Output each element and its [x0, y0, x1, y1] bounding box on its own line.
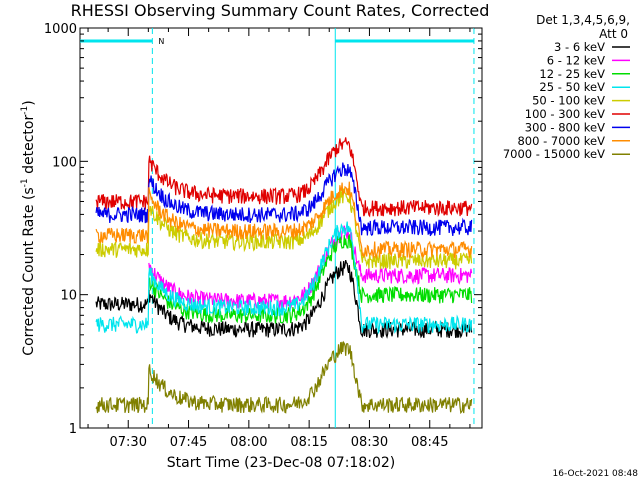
series-line-5 [95, 137, 473, 218]
series-line-4 [95, 188, 473, 270]
plot-frame [79, 27, 483, 429]
y-axis-label-main: Corrected Count Rate (s [21, 187, 37, 355]
series-line-6 [95, 162, 473, 237]
series-line-3 [95, 221, 473, 335]
legend-label-8: 7000 - 15000 keV [503, 147, 605, 161]
series-layer: N [80, 28, 475, 428]
legend-label-6: 300 - 800 keV [525, 120, 605, 134]
legend-label-0: 3 - 6 keV [554, 40, 605, 54]
series-line-2 [148, 233, 473, 324]
y-tick-label-0: 1 [69, 422, 77, 437]
legend-header-1: Det 1,3,4,5,6,9, [536, 13, 630, 27]
x-tick-label-1: 07:45 [170, 435, 207, 450]
y-axis-label-mid: detector [21, 115, 37, 179]
generation-timestamp: 16-Oct-2021 08:48 [553, 469, 639, 479]
axes-layer: 1 10 100 1000 07:30 07:45 08:00 08:15 08:30 08:45 [44, 22, 482, 450]
legend-label-4: 50 - 100 keV [532, 94, 605, 108]
x-tick-label-2: 08:00 [230, 435, 267, 450]
series-line-8 [95, 340, 473, 415]
chart-title: RHESSI Observing Summary Count Rates, Co… [71, 1, 490, 20]
legend-label-7: 800 - 7000 keV [517, 134, 605, 148]
legend-label-1: 6 - 12 keV [547, 53, 605, 67]
x-tick-label-5: 08:45 [411, 435, 448, 450]
y-axis-label-sup-1: -1 [20, 178, 30, 187]
x-tick-label-0: 07:30 [110, 435, 147, 450]
x-tick-label-3: 08:15 [290, 435, 327, 450]
y-axis-label-end: ) [21, 100, 37, 105]
y-axis-label-sup-2: -1 [20, 106, 30, 115]
legend-label-3: 25 - 50 keV [539, 80, 605, 94]
legend-label-2: 12 - 25 keV [539, 67, 605, 81]
x-tick-label-4: 08:30 [351, 435, 388, 450]
x-axis-label: Start Time (23-Dec-08 07:18:02) [167, 455, 395, 471]
y-tick-label-3: 1000 [44, 22, 77, 37]
legend-header-2: Att 0 [599, 27, 628, 41]
y-axis-label: Corrected Count Rate (s-1 detector-1) [20, 100, 37, 355]
series-line-7 [95, 181, 473, 260]
legend-label-5: 100 - 300 keV [525, 107, 605, 121]
y-tick-label-1: 10 [60, 289, 77, 304]
flag-label-n: N [158, 37, 164, 46]
y-tick-label-2: 100 [52, 155, 77, 170]
